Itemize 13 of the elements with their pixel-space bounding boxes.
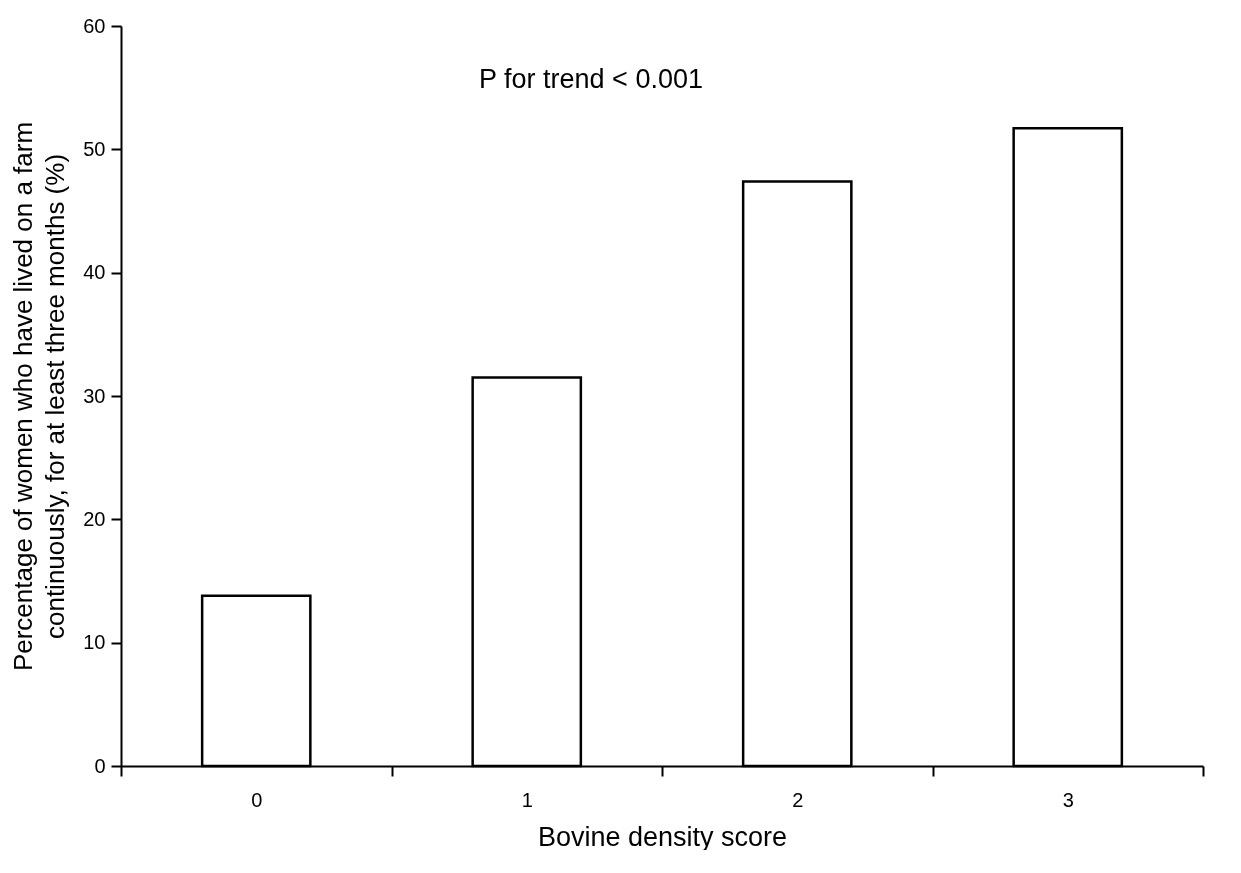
y-tick-label: 10 [83,631,106,654]
x-tick-label: 0 [251,788,263,811]
y-tick-label: 20 [83,507,106,530]
x-tick-label: 1 [521,788,533,811]
x-tick-label: 2 [792,788,804,811]
y-tick-label: 40 [83,261,106,284]
y-tick-label: 30 [83,384,106,407]
y-tick-label: 60 [83,14,106,37]
x-tick-label: 3 [1062,788,1074,811]
y-tick-label: 0 [94,754,106,777]
annotation: P for trend < 0.001 [479,64,703,94]
y-tick-label: 50 [83,137,106,160]
y-axis-title: Percentage of women who have lived on a farm continuously, for at least three months (%) [8,121,71,672]
